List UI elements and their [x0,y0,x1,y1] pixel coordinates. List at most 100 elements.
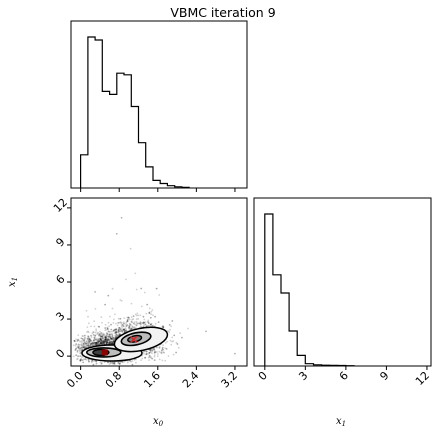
scatter-point [106,333,109,336]
scatter-point [111,334,114,337]
scatter-point [119,327,122,330]
scatter-point [120,325,123,328]
scatter-point [98,339,101,342]
scatter-point [110,328,113,331]
scatter-point [148,352,151,354]
scatter-point [76,339,79,342]
scatter-point [85,359,88,361]
scatter-point [94,341,97,344]
scatter-point [160,349,163,352]
scatter-point [122,325,125,328]
scatter-x-tick-label: 1.6 [141,369,163,391]
scatter-point [143,324,145,327]
scatter-point [89,339,92,342]
scatter-point [119,333,121,336]
scatter-point [104,336,107,338]
scatter-point [102,340,104,343]
scatter-point [96,337,98,340]
scatter-point [148,311,151,314]
scatter-point [100,333,103,335]
scatter-point [154,315,157,318]
scatter-point [159,351,162,354]
scatter-point [131,318,134,321]
scatter-point [161,348,164,350]
scatter-point [117,329,120,332]
scatter-point [154,351,157,353]
scatter-point [126,324,129,326]
scatter-point [121,324,124,326]
scatter-point [119,362,121,365]
scatter-point [80,349,83,352]
scatter-point [107,335,109,338]
scatter-point [115,335,117,338]
scatter-point [99,342,102,345]
scatter-point [152,324,154,327]
scatter-point [111,342,114,344]
scatter-point [114,337,117,340]
scatter-point [99,361,102,364]
scatter-point [90,342,93,345]
scatter-point [100,341,103,343]
scatter-point [105,342,107,345]
scatter-point [150,313,153,316]
scatter-point [104,338,106,340]
scatter-point [87,341,89,344]
scatter-point [108,341,111,344]
scatter-point [95,360,97,363]
scatter-point [102,333,105,336]
scatter-point [111,341,114,344]
scatter-point [114,334,117,337]
scatter-point [97,332,99,334]
scatter-point [81,339,84,342]
scatter-point [106,339,109,341]
scatter-point [95,360,97,363]
scatter-point [94,342,97,344]
scatter-point [75,347,77,350]
scatter-point [102,343,105,345]
scatter-point [125,325,128,328]
scatter-point [78,345,81,348]
scatter-point [106,341,109,344]
scatter-point [156,346,159,349]
scatter-point [131,363,134,366]
x1-hist-tick-label: 12 [413,369,432,388]
scatter-point [149,316,152,319]
scatter-point [88,340,91,343]
scatter-point [98,333,100,336]
scatter-point [115,328,118,331]
scatter-point [96,339,99,342]
x0-hist-steps [80,36,190,188]
scatter-point [125,322,127,324]
scatter-point [143,318,146,321]
scatter-point [92,360,95,362]
scatter-point [160,352,163,354]
scatter-point [105,332,108,334]
scatter-point [100,342,102,345]
scatter-y-tick-label: 6 [53,272,67,286]
scatter-point [80,337,83,340]
scatter-point [108,341,111,344]
scatter-point [144,356,147,359]
scatter-point [110,337,113,340]
scatter-point [112,361,115,364]
scatter-point [87,360,90,363]
scatter-point [147,324,149,327]
scatter-point [83,346,86,349]
scatter-point [109,338,111,341]
scatter-point [107,338,110,341]
scatter-point [100,340,103,342]
scatter-point [92,331,95,334]
scatter-point [80,347,82,349]
scatter-point [103,338,105,340]
scatter-point [76,340,79,343]
scatter-point [126,318,129,321]
scatter-point [147,353,150,355]
scatter-point [79,359,81,362]
scatter-point [90,344,93,347]
scatter-point [145,350,148,353]
scatter-point [127,326,130,329]
scatter-point [111,340,114,343]
scatter-point [100,341,103,343]
scatter-point [106,341,109,343]
scatter-point [86,342,88,344]
